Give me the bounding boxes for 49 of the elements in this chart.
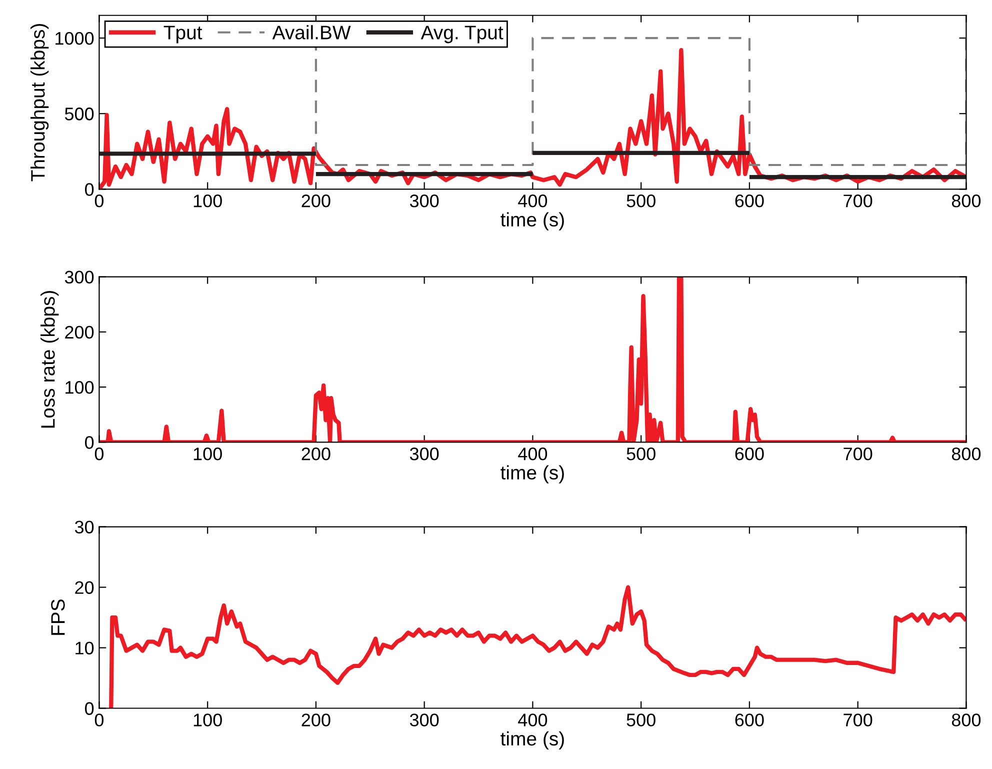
y-tick-label: 100 xyxy=(66,381,94,394)
y-axis-title: Loss rate (kbps) xyxy=(40,291,59,428)
x-tick-label: 700 xyxy=(844,448,872,460)
x-tick-label: 300 xyxy=(410,194,439,208)
x-tick-label: 500 xyxy=(626,448,656,460)
y-tick-label: 30 xyxy=(74,520,94,534)
x-tick-label: 400 xyxy=(518,448,548,460)
x-axis-title: time (s) xyxy=(500,212,564,230)
x-tick-label: 400 xyxy=(518,714,548,726)
x-tick-label: 500 xyxy=(626,714,656,726)
x-tick-label: 800 xyxy=(952,714,981,726)
x-tick-label: 0 xyxy=(94,448,104,460)
x-tick-label: 300 xyxy=(410,448,439,460)
x-tick-label: 300 xyxy=(410,714,439,726)
y-tick-label: 10 xyxy=(76,642,94,654)
y-tick-label: 1000 xyxy=(56,32,94,45)
line-series xyxy=(99,276,966,442)
line-series xyxy=(108,585,966,708)
x-tick-label: 200 xyxy=(302,714,330,726)
x-tick-label: 500 xyxy=(626,194,656,208)
y-tick-label: 0 xyxy=(85,183,94,196)
x-tick-label: 0 xyxy=(94,194,104,208)
x-tick-label: 600 xyxy=(735,714,764,726)
x-tick-label: 200 xyxy=(302,194,330,208)
x-tick-label: 100 xyxy=(194,194,222,208)
x-tick-label: 100 xyxy=(194,714,222,726)
x-tick-label: 800 xyxy=(952,448,981,460)
y-axis-title: FPS xyxy=(51,599,65,635)
x-tick-label: 800 xyxy=(952,194,981,208)
y-tick-label: 200 xyxy=(65,326,94,339)
legend-label: Avail.BW xyxy=(272,25,351,40)
x-tick-label: 600 xyxy=(735,448,764,460)
x-tick-label: 100 xyxy=(194,448,222,460)
x-axis-title: time (s) xyxy=(500,465,564,484)
x-axis-title: time (s) xyxy=(500,731,564,750)
y-tick-label: 500 xyxy=(64,108,94,120)
y-axis-title: Throughput (kbps) xyxy=(30,24,49,182)
x-tick-label: 700 xyxy=(844,714,872,726)
y-tick-label: 0 xyxy=(85,702,94,715)
x-tick-label: 600 xyxy=(735,194,764,208)
y-tick-label: 0 xyxy=(85,436,94,449)
x-tick-label: 0 xyxy=(94,714,104,726)
x-tick-label: 400 xyxy=(518,194,548,208)
legend-label: Avg. Tput xyxy=(420,26,504,44)
y-tick-label: 20 xyxy=(75,581,94,594)
x-tick-label: 200 xyxy=(302,448,330,460)
legend-label: Tput xyxy=(164,26,202,44)
x-tick-label: 700 xyxy=(844,194,872,208)
y-tick-label: 300 xyxy=(64,270,94,284)
